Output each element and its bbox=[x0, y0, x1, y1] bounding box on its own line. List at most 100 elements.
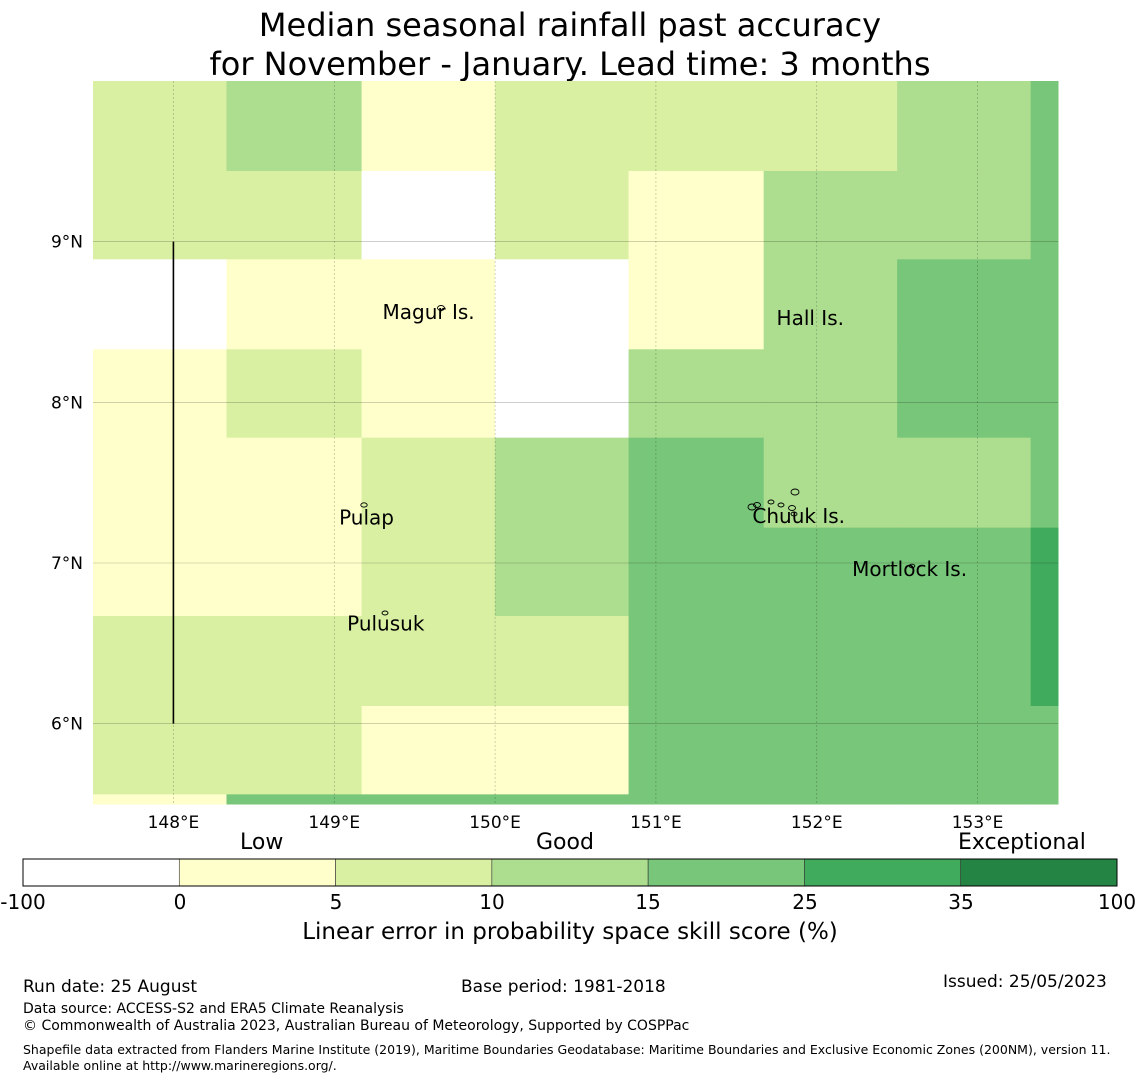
island-outline bbox=[777, 502, 785, 508]
skill-cell bbox=[361, 81, 496, 172]
skill-cell bbox=[1030, 170, 1059, 260]
skill-cell bbox=[361, 705, 496, 795]
place-labels: Magur Is. Hall Is. Pulap Chuuk Is. Mortlock … bbox=[339, 300, 967, 636]
skill-cell bbox=[1030, 616, 1059, 707]
skill-cell bbox=[226, 616, 363, 707]
skill-cell bbox=[495, 170, 630, 260]
skill-cell bbox=[226, 437, 363, 529]
lat-tick-label: 8°N bbox=[51, 393, 83, 413]
lat-tick-label: 9°N bbox=[51, 233, 83, 253]
colorbar-swatch bbox=[335, 858, 493, 887]
skill-cell bbox=[897, 437, 1032, 529]
skill-cell bbox=[93, 794, 227, 805]
issued-date: Issued: 25/05/2023 bbox=[943, 972, 1107, 992]
skill-cell bbox=[628, 170, 765, 260]
skill-cell bbox=[361, 259, 496, 350]
title-line-1: Median seasonal rainfall past accuracy bbox=[258, 6, 882, 44]
colorbar bbox=[22, 858, 1118, 887]
category-good: Good bbox=[536, 830, 594, 855]
island-outline bbox=[790, 488, 800, 496]
skill-cell bbox=[93, 705, 227, 795]
axis-labels: 148°E 149°E 150°E 151°E 152°E 153°E 9°N 8°N 7°N 6… bbox=[51, 233, 1003, 833]
skill-cell bbox=[1030, 527, 1059, 617]
island-outline bbox=[790, 511, 798, 517]
skill-cell bbox=[361, 616, 496, 707]
colorbar-swatch bbox=[491, 858, 649, 887]
skill-cell bbox=[628, 616, 765, 707]
skill-cell bbox=[495, 794, 630, 805]
skill-cell bbox=[495, 81, 630, 172]
skill-cell bbox=[495, 705, 630, 795]
category-exceptional: Exceptional bbox=[958, 830, 1086, 855]
lon-tick-label: 153°E bbox=[952, 813, 1004, 833]
lat-tick-label: 6°N bbox=[51, 715, 83, 735]
copyright: © Commonwealth of Australia 2023, Austra… bbox=[23, 1018, 690, 1034]
skill-cell bbox=[361, 437, 496, 529]
island-outline bbox=[788, 505, 796, 511]
shapefile-note: Shapefile data extracted from Flanders M… bbox=[23, 1042, 1111, 1073]
skill-cell bbox=[93, 616, 227, 707]
colorbar-tick-label: 10 bbox=[479, 890, 505, 914]
lon-tick-label: 151°E bbox=[630, 813, 682, 833]
skill-cell bbox=[1030, 259, 1059, 350]
skill-cell bbox=[628, 705, 765, 795]
skill-cell bbox=[763, 794, 898, 805]
skill-cell bbox=[93, 170, 227, 260]
island-outline bbox=[753, 502, 761, 508]
skill-cell bbox=[628, 349, 765, 439]
skill-cell bbox=[897, 349, 1032, 439]
skill-cell bbox=[763, 705, 898, 795]
skill-cell bbox=[93, 259, 227, 350]
lon-tick-label: 150°E bbox=[469, 813, 521, 833]
skill-cell bbox=[897, 705, 1032, 795]
skill-cell bbox=[897, 616, 1032, 707]
skill-cell bbox=[1030, 349, 1059, 439]
skill-cell bbox=[763, 81, 898, 172]
colorbar-tick-label: 35 bbox=[948, 890, 974, 914]
skill-cell bbox=[628, 527, 765, 617]
colorbar-tick-label: 15 bbox=[635, 890, 661, 914]
place-label: Pulap bbox=[339, 505, 394, 529]
skill-cell bbox=[93, 437, 227, 529]
skill-cell bbox=[226, 349, 363, 439]
skill-cell bbox=[628, 794, 765, 805]
skill-cell bbox=[93, 349, 227, 439]
colorbar-tick-label: 5 bbox=[329, 890, 343, 914]
island-outline bbox=[360, 502, 368, 508]
skill-grid bbox=[93, 81, 1059, 805]
colorbar-swatch bbox=[647, 858, 805, 887]
colorbar-title: Linear error in probability space skill … bbox=[302, 919, 838, 945]
colorbar-tick-label: 0 bbox=[173, 890, 187, 914]
colorbar-swatch bbox=[960, 858, 1118, 887]
lon-tick-label: 148°E bbox=[148, 813, 200, 833]
skill-cell bbox=[628, 81, 765, 172]
skill-cell bbox=[361, 794, 496, 805]
skill-cell bbox=[93, 527, 227, 617]
skill-cell bbox=[897, 794, 1032, 805]
colorbar-swatch bbox=[804, 858, 962, 887]
skill-cell bbox=[897, 259, 1032, 350]
colorbar-swatch bbox=[22, 858, 180, 887]
island-outline bbox=[767, 499, 775, 505]
colorbar-tick-label: 25 bbox=[792, 890, 818, 914]
skill-cell bbox=[763, 349, 898, 439]
place-label: Chuuk Is. bbox=[752, 504, 845, 528]
data-source: Data source: ACCESS-S2 and ERA5 Climate … bbox=[23, 1001, 404, 1017]
lon-tick-label: 152°E bbox=[791, 813, 843, 833]
skill-cell bbox=[628, 437, 765, 529]
skill-cell bbox=[361, 170, 496, 260]
place-label: Hall Is. bbox=[777, 306, 844, 330]
base-period: Base period: 1981-2018 bbox=[461, 977, 666, 997]
place-label: Magur Is. bbox=[383, 300, 475, 324]
skill-cell bbox=[897, 81, 1032, 172]
skill-cell bbox=[897, 527, 1032, 617]
skill-cell bbox=[495, 527, 630, 617]
lat-tick-label: 7°N bbox=[51, 554, 83, 574]
colorbar-swatch bbox=[178, 858, 336, 887]
skill-cell bbox=[226, 259, 363, 350]
lon-tick-label: 149°E bbox=[308, 813, 360, 833]
skill-cell bbox=[226, 794, 363, 805]
skill-cell bbox=[226, 527, 363, 617]
colorbar-tick-label: -100 bbox=[0, 890, 46, 914]
island-outline bbox=[381, 610, 389, 616]
